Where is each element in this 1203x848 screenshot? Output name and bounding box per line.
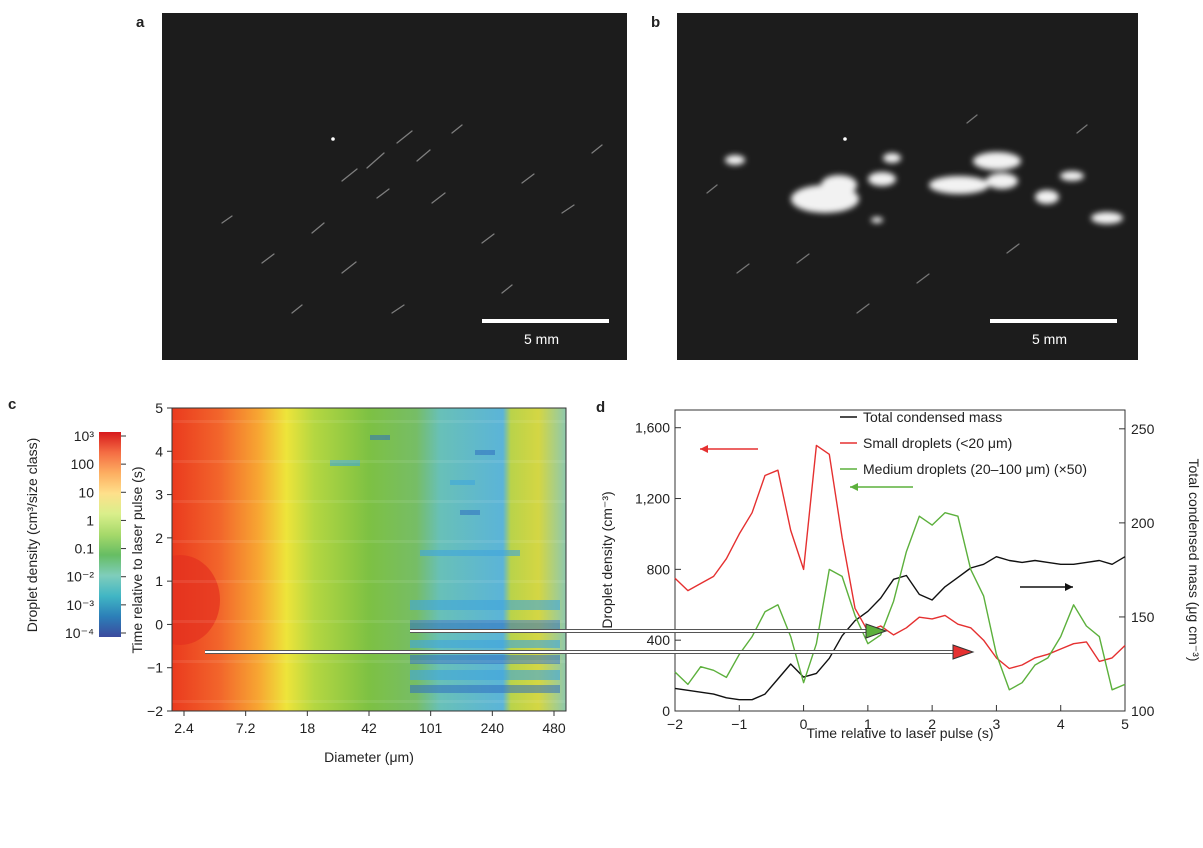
photo-after-laser: 5 mm <box>677 13 1138 360</box>
line-chart-x-tick-label: 0 <box>800 716 808 732</box>
colorbar-label: Droplet density (cm³/size class) <box>24 438 40 633</box>
bright-droplet-a <box>331 137 335 141</box>
line-chart-y2-tick-label: 150 <box>1131 609 1155 625</box>
heatmap-x-tick-label: 240 <box>481 720 505 736</box>
line-chart-y-tick-label: 400 <box>647 632 671 648</box>
heatmap-chart: 2.4 7.2 18 42 101 240 480 5 4 3 2 1 0 −1 −2 Diameter … <box>129 400 567 765</box>
legend-entry-0: Total condensed mass <box>863 409 1002 425</box>
heatmap-texture <box>172 420 566 703</box>
heatmap-y-axis-label: Time relative to laser pulse (s) <box>129 467 145 654</box>
line-chart-x-tick-label: 3 <box>993 716 1001 732</box>
line-chart-x-tick-label: 1 <box>864 716 872 732</box>
axis-arrowhead-1 <box>850 483 858 491</box>
heatmap-x-tick-label: 7.2 <box>236 720 256 736</box>
scale-bar-b <box>990 319 1117 323</box>
line-chart-y2-axis-label: Total condensed mass (μg cm⁻³) <box>1186 459 1202 662</box>
cloud-overlay-b <box>706 114 1123 314</box>
panel-label-d: d <box>596 399 606 416</box>
line-chart-y2-tick-label: 250 <box>1131 421 1155 437</box>
line-chart-y-tick-label: 1,600 <box>635 420 670 436</box>
panel-label-b: b <box>651 14 661 31</box>
heatmap-y-tick-label: −1 <box>147 660 163 676</box>
heatmap-x-tick-label: 18 <box>300 720 316 736</box>
line-chart-frame <box>674 409 1126 712</box>
line-chart-x-tick-label: 4 <box>1057 716 1065 732</box>
axis-arrowhead-0 <box>700 445 708 453</box>
colorbar-gradient <box>99 432 121 637</box>
heatmap-y-tick-label: 2 <box>155 530 163 546</box>
heatmap-y-tick-label: 1 <box>155 573 163 589</box>
line-chart-y-tick-label: 1,200 <box>635 491 670 507</box>
colorbar-tick-label: 100 <box>71 456 95 472</box>
series-line-1 <box>674 444 1126 670</box>
colorbar-tick-label: 0.1 <box>75 541 95 557</box>
line-chart-y2-tick-label: 100 <box>1131 703 1155 719</box>
line-chart: −2 −1 0 1 2 3 4 5 0 400 800 1,200 1,600 100 150 200 25… <box>599 409 1202 741</box>
colorbar-tick-label: 10³ <box>74 428 95 444</box>
heatmap-y-tick-label: 3 <box>155 487 163 503</box>
line-chart-y-tick-label: 0 <box>662 703 670 719</box>
line-chart-y2-tick-label: 200 <box>1131 515 1155 531</box>
heatmap-y-tick-label: 5 <box>155 400 163 416</box>
heatmap-field <box>172 408 566 711</box>
colorbar-tick-label: 10 <box>78 484 94 500</box>
colorbar-tick-label: 10⁻³ <box>66 597 94 613</box>
heatmap-x-axis-label: Diameter (μm) <box>324 749 414 765</box>
heatmap-x-tick-label: 2.4 <box>174 720 194 736</box>
scale-label-b: 5 mm <box>1032 331 1067 347</box>
heatmap-y-tick-label: 4 <box>155 443 163 459</box>
line-chart-x-tick-label: 2 <box>928 716 936 732</box>
legend-entry-1: Small droplets (<20 μm) <box>863 435 1012 451</box>
heatmap-y-tick-label: −2 <box>147 703 163 719</box>
colorbar-tick-label: 10⁻⁴ <box>65 625 94 641</box>
heatmap-x-tick-label: 42 <box>361 720 377 736</box>
line-chart-x-tick-label: 5 <box>1121 716 1129 732</box>
colorbar-tick-label: 10⁻² <box>66 569 94 585</box>
heatmap-y-tick-label: 0 <box>155 616 163 632</box>
line-chart-y-axis-label: Droplet density (cm⁻³) <box>599 491 615 628</box>
photo-before-laser: 5 mm <box>162 13 627 360</box>
series-line-2 <box>674 511 1126 691</box>
axis-arrowhead-2 <box>1065 583 1073 591</box>
streak-overlay-a <box>221 124 603 314</box>
heatmap-x-tick-label: 101 <box>419 720 443 736</box>
heatmap-x-tick-label: 480 <box>542 720 566 736</box>
scale-label-a: 5 mm <box>524 331 559 347</box>
panel-label-c: c <box>8 396 17 413</box>
line-chart-y-tick-label: 800 <box>647 561 671 577</box>
line-chart-x-tick-label: −1 <box>731 716 747 732</box>
scale-bar-a <box>482 319 609 323</box>
colorbar: 10³ 100 10 1 0.1 10⁻² 10⁻³ 10⁻⁴ Droplet density… <box>24 428 126 641</box>
legend-entry-2: Medium droplets (20–100 μm) (×50) <box>863 461 1087 477</box>
line-chart-x-tick-label: −2 <box>667 716 683 732</box>
colorbar-tick-label: 1 <box>86 512 94 528</box>
bright-droplet-b <box>843 137 847 141</box>
panel-label-a: a <box>136 14 145 31</box>
line-chart-x-axis-label: Time relative to laser pulse (s) <box>807 725 994 741</box>
